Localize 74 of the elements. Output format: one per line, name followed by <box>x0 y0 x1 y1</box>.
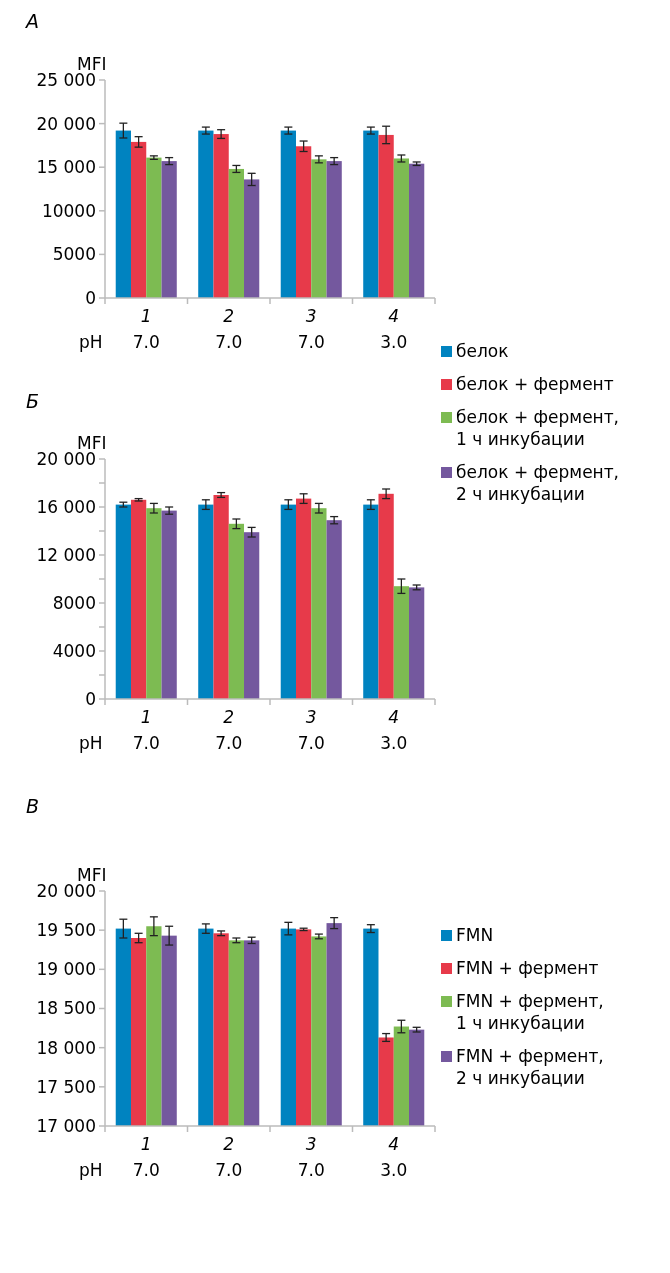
bar <box>228 168 245 298</box>
bar <box>228 523 245 699</box>
y-tick-label: 0 <box>85 287 96 308</box>
x-tick-label: 4 3.0 <box>380 1134 408 1180</box>
chart-title: Б <box>26 390 40 412</box>
y-tick-label: 18 500 <box>36 998 96 1019</box>
chart-title: А <box>24 10 39 32</box>
y-tick-label: 17 500 <box>36 1076 96 1097</box>
x-tick-label: 3 7.0 <box>297 707 325 753</box>
y-tick-label: 19 000 <box>36 959 96 980</box>
legend-label: FMN + фермент, 1 ч инкубации <box>456 991 604 1033</box>
bar <box>409 587 425 699</box>
legend-label: FMN + фермент <box>456 958 599 978</box>
x-tick-label: 1 7.0 <box>132 306 160 352</box>
x-tick-label: 1 7.0 <box>132 1134 160 1180</box>
bar <box>146 157 162 298</box>
y-tick-label: 8000 <box>52 592 96 613</box>
bar <box>363 504 379 699</box>
chart-title: В <box>26 795 40 817</box>
bar <box>146 508 162 699</box>
bar <box>198 504 214 699</box>
bar <box>280 130 296 298</box>
bar <box>311 159 327 298</box>
bar <box>378 493 394 699</box>
y-tick-label: 15 000 <box>36 157 96 178</box>
y-tick-label: 12 000 <box>36 544 96 565</box>
x-tick-label: 2 7.0 <box>215 1134 243 1180</box>
bar <box>213 134 229 298</box>
legend-label: белок + фермент <box>456 374 614 394</box>
y-tick-label: 5000 <box>52 244 96 265</box>
y-tick-label: 17 000 <box>36 1115 96 1136</box>
x-axis-title: pH <box>79 332 103 352</box>
x-axis-title: pH <box>79 1160 103 1180</box>
bar <box>213 495 229 699</box>
y-tick-label: 18 000 <box>36 1037 96 1058</box>
bar <box>244 179 260 298</box>
x-tick-label: 4 3.0 <box>380 306 408 352</box>
legend-label: белок <box>456 341 509 361</box>
y-tick-label: 19 500 <box>36 920 96 941</box>
y-tick-label: 20 000 <box>36 113 96 134</box>
legend-label: белок + фермент, 2 ч инкубации <box>456 462 620 504</box>
bar <box>244 532 260 699</box>
bar <box>130 141 147 298</box>
x-axis-title: pH <box>79 733 103 753</box>
bar <box>198 130 214 298</box>
legend-label: белок + фермент, 1 ч инкубации <box>456 407 620 449</box>
legend-label: FMN + фермент, 2 ч инкубации <box>456 1046 604 1088</box>
y-tick-label: 4000 <box>52 640 96 661</box>
x-tick-label: 3 7.0 <box>297 1134 325 1180</box>
x-tick-label: 3 7.0 <box>297 306 325 352</box>
bar <box>115 130 131 298</box>
bar <box>326 520 342 699</box>
bar <box>393 158 410 298</box>
bar <box>363 130 379 298</box>
bar <box>295 146 312 298</box>
bar <box>161 510 177 699</box>
legend-label: FMN <box>456 925 494 945</box>
bar <box>280 504 296 699</box>
bar <box>393 586 410 699</box>
y-tick-label: 0 <box>85 688 96 709</box>
x-tick-label: 4 3.0 <box>380 707 408 753</box>
x-tick-label: 2 7.0 <box>215 707 243 753</box>
bar <box>130 499 147 699</box>
bar <box>115 504 131 699</box>
x-tick-label: 1 7.0 <box>132 707 160 753</box>
bar <box>161 161 177 298</box>
y-tick-label: 10000 <box>41 200 96 221</box>
bar <box>311 508 327 699</box>
bar <box>378 134 394 298</box>
bar <box>409 163 425 298</box>
bar <box>326 161 342 298</box>
bar <box>295 498 312 699</box>
x-tick-label: 2 7.0 <box>215 306 243 352</box>
y-tick-label: 16 000 <box>36 496 96 517</box>
